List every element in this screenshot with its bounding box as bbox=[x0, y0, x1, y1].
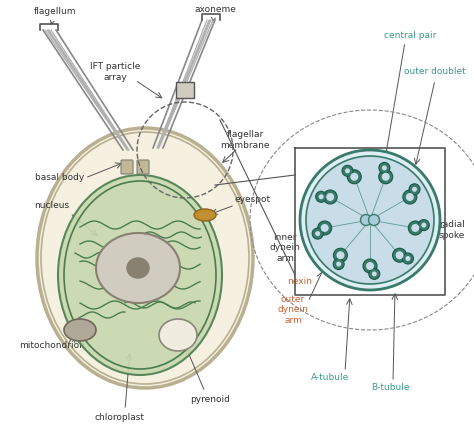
FancyBboxPatch shape bbox=[176, 82, 194, 98]
Text: outer
dynein
arm: outer dynein arm bbox=[278, 295, 309, 325]
Text: pyrenoid: pyrenoid bbox=[190, 396, 230, 405]
Circle shape bbox=[392, 248, 407, 262]
Text: chloroplast: chloroplast bbox=[95, 413, 145, 423]
Text: IFT particle
array: IFT particle array bbox=[90, 62, 140, 82]
Ellipse shape bbox=[96, 233, 180, 303]
Circle shape bbox=[315, 231, 320, 236]
Ellipse shape bbox=[58, 175, 222, 375]
Text: nucleus: nucleus bbox=[35, 201, 70, 209]
Ellipse shape bbox=[64, 319, 96, 341]
Circle shape bbox=[421, 223, 426, 228]
Ellipse shape bbox=[127, 258, 149, 278]
Text: basal body: basal body bbox=[36, 173, 85, 183]
Text: axoneme: axoneme bbox=[194, 6, 236, 21]
Circle shape bbox=[361, 215, 372, 226]
Circle shape bbox=[321, 224, 328, 232]
Circle shape bbox=[409, 184, 420, 195]
Text: inner
dynein
arm: inner dynein arm bbox=[270, 233, 301, 263]
Circle shape bbox=[369, 268, 380, 279]
Circle shape bbox=[412, 187, 417, 192]
Circle shape bbox=[403, 190, 417, 204]
Text: central pair: central pair bbox=[384, 31, 436, 39]
Circle shape bbox=[312, 228, 323, 239]
Text: flagellum: flagellum bbox=[34, 7, 76, 25]
Circle shape bbox=[350, 173, 358, 181]
Circle shape bbox=[319, 194, 324, 199]
Circle shape bbox=[337, 251, 345, 259]
Circle shape bbox=[316, 191, 327, 202]
Circle shape bbox=[345, 168, 350, 173]
Circle shape bbox=[408, 221, 422, 235]
Circle shape bbox=[382, 166, 387, 170]
Circle shape bbox=[333, 248, 347, 262]
Circle shape bbox=[405, 256, 410, 261]
Circle shape bbox=[411, 224, 419, 232]
Circle shape bbox=[326, 193, 334, 201]
Circle shape bbox=[382, 173, 390, 181]
Circle shape bbox=[419, 219, 429, 231]
FancyBboxPatch shape bbox=[121, 160, 133, 174]
Circle shape bbox=[342, 165, 353, 177]
Text: radial
spoke: radial spoke bbox=[439, 220, 465, 240]
Ellipse shape bbox=[159, 319, 197, 351]
Circle shape bbox=[406, 193, 414, 201]
Circle shape bbox=[379, 162, 390, 173]
Circle shape bbox=[318, 221, 332, 235]
Text: eyespot: eyespot bbox=[235, 195, 271, 205]
Circle shape bbox=[323, 190, 337, 204]
Circle shape bbox=[336, 261, 341, 267]
Circle shape bbox=[300, 150, 440, 290]
Circle shape bbox=[396, 251, 403, 259]
Text: mitochondrion: mitochondrion bbox=[19, 340, 85, 350]
Circle shape bbox=[363, 259, 377, 273]
Circle shape bbox=[347, 170, 361, 184]
Circle shape bbox=[379, 170, 393, 184]
FancyBboxPatch shape bbox=[137, 160, 149, 174]
Circle shape bbox=[366, 262, 374, 270]
Text: nexin: nexin bbox=[288, 278, 312, 286]
Circle shape bbox=[368, 215, 380, 226]
Text: outer doublet: outer doublet bbox=[404, 67, 466, 77]
Ellipse shape bbox=[37, 128, 253, 388]
Circle shape bbox=[402, 253, 413, 264]
Text: B-tubule: B-tubule bbox=[371, 384, 409, 392]
Circle shape bbox=[333, 258, 344, 269]
Circle shape bbox=[306, 156, 434, 284]
Ellipse shape bbox=[194, 209, 216, 221]
Circle shape bbox=[372, 272, 377, 276]
Text: A-tubule: A-tubule bbox=[311, 374, 349, 382]
Text: flagellar
membrane: flagellar membrane bbox=[220, 130, 270, 150]
